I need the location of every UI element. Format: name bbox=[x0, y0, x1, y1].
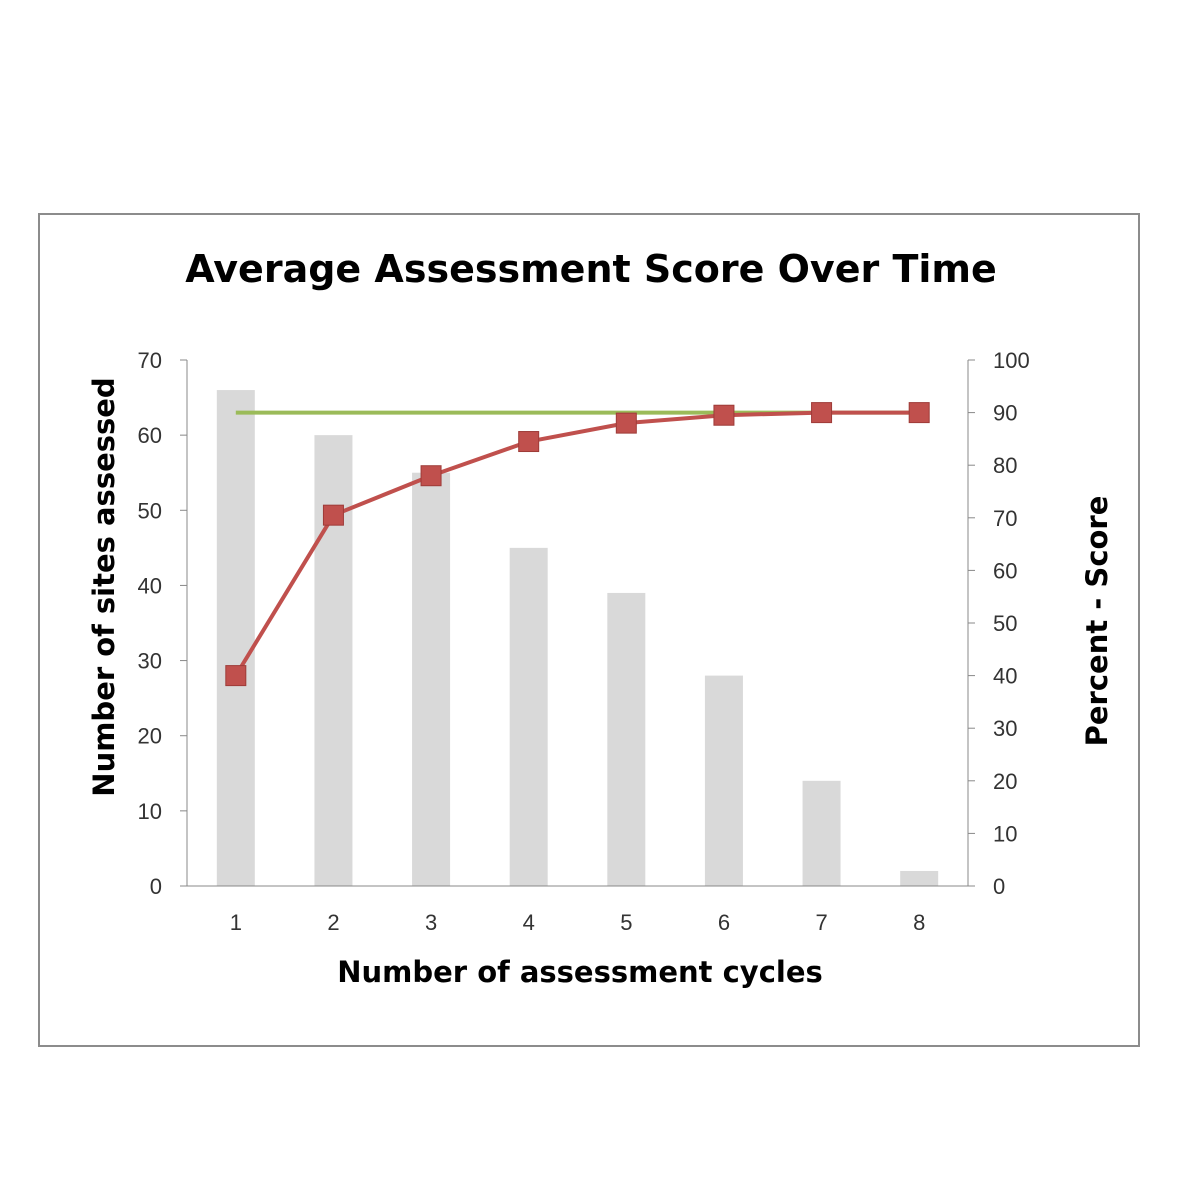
score-line bbox=[234, 410, 920, 677]
ticks-layer: 0 10 20 30 40 50 60 70 0 10 20 30 40 50 60 70 80 90 100 1 2 3… bbox=[138, 348, 1030, 935]
y-tick-label: 20 bbox=[138, 724, 162, 749]
chart-svg: Average Assessment Score Over Time Numbe… bbox=[87, 247, 1114, 989]
score-marker-3 bbox=[420, 465, 442, 487]
x-tick-label: 7 bbox=[815, 910, 827, 935]
y-tick-label: 0 bbox=[150, 874, 162, 899]
y2-tick-label: 0 bbox=[993, 874, 1005, 899]
axes-layer bbox=[180, 359, 975, 887]
y2-tick-label: 90 bbox=[993, 401, 1017, 426]
y2-axis-title: Percent - Score bbox=[1080, 496, 1114, 747]
x-tick-label: 3 bbox=[425, 910, 437, 935]
score-marker-2 bbox=[322, 504, 344, 526]
lines-layer bbox=[225, 402, 930, 687]
chart-title: Average Assessment Score Over Time bbox=[185, 247, 997, 291]
y2-tick-label: 20 bbox=[993, 769, 1017, 794]
bar-2 bbox=[314, 435, 353, 886]
bar-6 bbox=[704, 675, 743, 886]
score-marker-1 bbox=[225, 665, 247, 687]
bar-8 bbox=[900, 870, 939, 886]
score-marker-8 bbox=[908, 402, 930, 424]
bars-layer bbox=[216, 390, 939, 886]
y2-tick-label: 100 bbox=[993, 348, 1030, 373]
bar-4 bbox=[509, 547, 548, 886]
bar-1 bbox=[216, 390, 255, 886]
y2-tick-label: 60 bbox=[993, 558, 1017, 583]
x-tick-label: 4 bbox=[523, 910, 535, 935]
bar-3 bbox=[412, 472, 451, 886]
y-tick-label: 40 bbox=[138, 573, 162, 598]
y2-tick-label: 50 bbox=[993, 611, 1017, 636]
score-marker-6 bbox=[713, 404, 735, 426]
chart-frame: Average Assessment Score Over Time Numbe… bbox=[38, 213, 1140, 1047]
y-tick-label: 60 bbox=[138, 423, 162, 448]
y-tick-label: 50 bbox=[138, 498, 162, 523]
y2-tick-label: 80 bbox=[993, 453, 1017, 478]
y-tick-label: 70 bbox=[138, 348, 162, 373]
x-tick-label: 1 bbox=[230, 910, 242, 935]
x-tick-label: 5 bbox=[620, 910, 632, 935]
y2-tick-label: 70 bbox=[993, 506, 1017, 531]
y2-tick-label: 40 bbox=[993, 664, 1017, 689]
y-tick-label: 10 bbox=[138, 799, 162, 824]
y2-tick-label: 30 bbox=[993, 716, 1017, 741]
x-tick-label: 6 bbox=[718, 910, 730, 935]
bar-5 bbox=[607, 592, 646, 886]
y-tick-label: 30 bbox=[138, 649, 162, 674]
score-marker-5 bbox=[615, 412, 637, 434]
y-axis-title: Number of sites assessed bbox=[87, 377, 121, 796]
bar-7 bbox=[802, 780, 841, 886]
y2-tick-label: 10 bbox=[993, 821, 1017, 846]
score-marker-4 bbox=[518, 431, 540, 453]
x-tick-label: 2 bbox=[327, 910, 339, 935]
x-tick-label: 8 bbox=[913, 910, 925, 935]
x-axis-title: Number of assessment cycles bbox=[337, 955, 823, 989]
score-marker-7 bbox=[811, 402, 833, 424]
